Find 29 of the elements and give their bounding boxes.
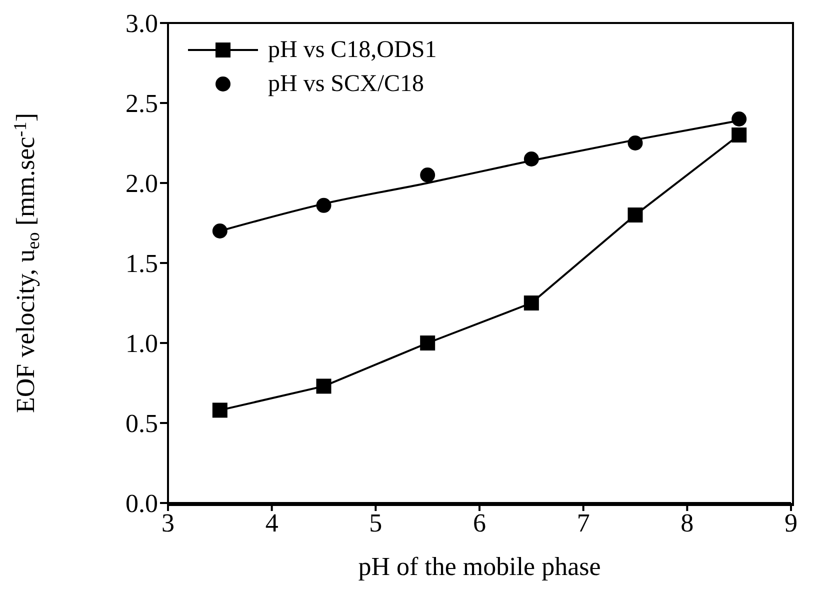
point [212,224,228,238]
y-tick-label: 2.0 [126,169,158,198]
point [628,136,643,150]
y-tick-label: 2.5 [126,89,158,118]
legend-label: pH vs C18,ODS1 [268,36,437,65]
x-tick-label: 5 [369,508,382,538]
point [732,128,747,142]
point [316,198,332,213]
x-tick-label: 6 [473,508,486,538]
y-tick-label: 0.0 [126,489,158,518]
x-tick-label: 7 [576,508,590,538]
y-tick-label: 0.5 [126,409,158,438]
x-tick-label: 4 [265,508,278,538]
x-tick-label: 3 [162,508,174,538]
legend-label: pH vs SCX/C18 [268,70,424,99]
point [420,336,436,350]
y-tick-label: 3.0 [126,9,158,38]
x-tick-label: 9 [784,508,798,538]
x-axis-title: pH of the mobile phase [358,552,601,581]
point [316,378,332,394]
point [628,208,643,222]
point [524,296,539,310]
y-tick-label: 1.0 [126,329,158,358]
point [732,112,747,126]
y-tick-label: 1.5 [126,249,158,278]
point [524,152,539,166]
point [212,402,228,418]
x-tick-label: 8 [680,508,694,538]
point [420,168,436,182]
